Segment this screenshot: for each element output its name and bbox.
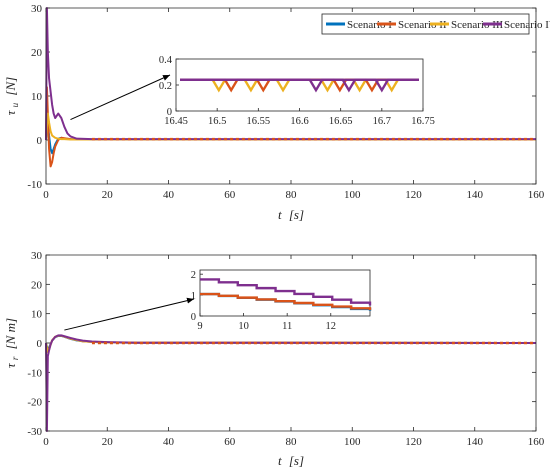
top-x-tick-label: 60 <box>224 189 236 201</box>
top-y-tick-label: 20 <box>31 47 43 59</box>
bottom-x-tick-label: 80 <box>286 436 298 448</box>
bottom-y-axis-label: τ r [N m] <box>3 318 21 368</box>
bottom-y-tick-label: 10 <box>31 309 43 321</box>
bottom-x-tick-label: 140 <box>467 436 484 448</box>
top-y-tick-label: -10 <box>27 179 42 191</box>
top-x-tick-label: 140 <box>467 189 484 201</box>
bottom-y-tick-label: 0 <box>37 338 43 350</box>
bottom-x-tick-label: 160 <box>528 436 545 448</box>
bottom-x-axis-label-main: t <box>278 453 282 468</box>
top-x-tick-label: 100 <box>344 189 361 201</box>
bottom-x-tick-label: 120 <box>405 436 422 448</box>
bottom-x-axis-label: t [s] <box>278 453 304 468</box>
top-y-axis-label: τ u [N] <box>3 77 21 115</box>
bottom-inset-x-tick-label: 10 <box>238 321 249 332</box>
bottom-inset-box <box>200 270 370 316</box>
top-x-tick-label: 80 <box>286 189 298 201</box>
bottom-y-tick-label: 30 <box>31 250 43 262</box>
top-inset-y-tick-label: 0 <box>167 107 172 118</box>
top-y-tick-label: 0 <box>37 135 43 147</box>
bottom-y-axis-label-unit: [N m] <box>3 318 18 349</box>
bottom-inset-x-tick-label: 11 <box>282 321 292 332</box>
top-x-tick-label: 0 <box>43 189 49 201</box>
top-x-tick-label: 160 <box>528 189 545 201</box>
legend: Scenario I Scenario II Scenario III Scen… <box>322 14 550 34</box>
bottom-y-tick-label: -30 <box>27 426 42 438</box>
bottom-x-axis-label-unit: [s] <box>289 453 304 468</box>
bottom-inset-y-tick-label: 2 <box>191 270 196 281</box>
top-x-tick-label: 20 <box>102 189 114 201</box>
top-y-tick-label: 30 <box>31 3 43 15</box>
top-y-axis-label-sub: u <box>10 102 20 107</box>
top-x-tick-labels: 0 20 40 60 80 100 120 140 160 <box>43 189 545 201</box>
bottom-x-tick-label: 40 <box>163 436 175 448</box>
bottom-y-tick-label: -10 <box>27 367 42 379</box>
top-inset-y-tick-label: 0.4 <box>159 55 173 66</box>
top-inset-x-tick-label: 16.6 <box>290 116 308 127</box>
bottom-x-tick-label: 100 <box>344 436 361 448</box>
bottom-inset-y-tick-label: 0 <box>191 312 196 323</box>
top-x-tick-label: 120 <box>405 189 422 201</box>
top-y-axis-label-unit: [N] <box>3 77 18 96</box>
top-x-axis-label: t [s] <box>278 207 304 222</box>
top-y-tick-label: 10 <box>31 91 43 103</box>
bottom-inset-y-tick-labels: 0 1 2 <box>191 270 196 323</box>
bottom-x-tick-label: 60 <box>224 436 236 448</box>
top-inset-y-tick-label: 0.2 <box>159 81 172 92</box>
bottom-y-axis-label-sub: r <box>10 356 20 360</box>
top-inset-x-tick-label: 16.7 <box>373 116 391 127</box>
bottom-y-axis-label-main: τ <box>3 362 18 368</box>
bottom-y-tick-labels: -30 -20 -10 0 10 20 30 <box>27 250 42 438</box>
top-inset-x-tick-label: 16.5 <box>208 116 226 127</box>
bottom-inset-y-tick-label: 1 <box>191 291 196 302</box>
bottom-y-tick-label: 20 <box>31 279 43 291</box>
bottom-x-tick-label: 20 <box>102 436 114 448</box>
bottom-y-tick-label: -20 <box>27 397 42 409</box>
top-inset-x-tick-label: 16.65 <box>329 116 353 127</box>
bottom-inset-x-tick-label: 9 <box>197 321 202 332</box>
top-x-axis-label-unit: [s] <box>289 207 304 222</box>
bottom-x-tick-label: 0 <box>43 436 49 448</box>
top-inset-x-tick-label: 16.55 <box>247 116 271 127</box>
top-x-tick-label: 40 <box>163 189 175 201</box>
top-y-tick-labels: -10 0 10 20 30 <box>27 3 42 191</box>
top-y-axis-label-main: τ <box>3 109 18 115</box>
top-inset-x-tick-label: 16.75 <box>411 116 435 127</box>
legend-label-4: Scenario IV <box>504 19 550 31</box>
top-x-axis-label-main: t <box>278 207 282 222</box>
bottom-inset-x-tick-label: 12 <box>326 321 337 332</box>
bottom-x-tick-labels: 0 20 40 60 80 100 120 140 160 <box>43 436 545 448</box>
